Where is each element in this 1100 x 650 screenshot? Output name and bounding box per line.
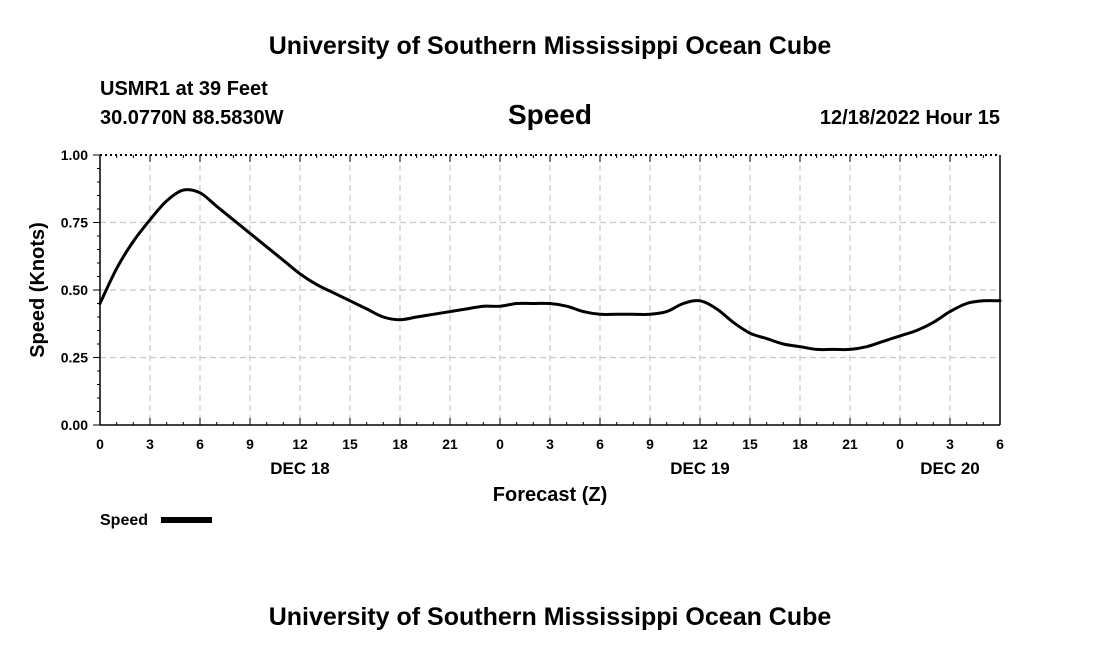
x-tick-label: 9 [246,436,254,452]
x-tick-label: 6 [196,436,204,452]
y-tick-label: 0.50 [61,282,88,298]
axes-layer [93,154,1001,426]
y-tick-label: 0.00 [61,417,88,433]
x-tick-label: 18 [392,436,408,452]
x-tick-label: 9 [646,436,654,452]
location-label: 30.0770N 88.5830W [100,107,284,129]
x-tick-label: 18 [792,436,808,452]
timestamp-label: 12/18/2022 Hour 15 [820,107,1000,129]
x-axis-label: Forecast (Z) [493,484,607,506]
series-layer [98,188,1002,352]
y-tick-label: 0.25 [61,350,88,366]
y-tick-label: 1.00 [61,147,88,163]
x-tick-label: 3 [146,436,154,452]
x-tick-label: 12 [292,436,308,452]
date-label: DEC 20 [920,459,980,478]
x-tick-label: 6 [996,436,1004,452]
x-tick-label: 21 [842,436,858,452]
x-tick-label: 15 [742,436,758,452]
x-tick-label: 3 [946,436,954,452]
y-tick-label: 0.75 [61,215,88,231]
x-tick-label: 0 [896,436,904,452]
chart-title-bottom: University of Southern Mississippi Ocean… [269,603,832,631]
speed-series-line [98,188,1002,352]
plot-title: Speed [508,99,592,130]
date-label: DEC 19 [670,459,730,478]
date-labels: DEC 18 DEC 19 DEC 20 [270,459,980,478]
x-tick-label: 0 [496,436,504,452]
chart-title-top: University of Southern Mississippi Ocean… [269,32,832,60]
x-tick-label: 0 [96,436,104,452]
x-tick-label: 6 [596,436,604,452]
x-tick-label: 3 [546,436,554,452]
x-axis-tick-labels: 0 3 6 9 12 15 18 21 0 3 6 9 12 15 18 21 0 3 6 [96,436,1004,452]
x-tick-label: 15 [342,436,358,452]
grid-layer [100,155,1000,425]
station-label: USMR1 at 39 Feet [100,78,268,100]
y-axis-label: Speed (Knots) [27,222,49,358]
x-tick-label: 12 [692,436,708,452]
y-axis-tick-labels: 0.00 0.25 0.50 0.75 1.00 [61,147,88,433]
x-tick-label: 21 [442,436,458,452]
legend-label: Speed [100,512,148,529]
date-label: DEC 18 [270,459,330,478]
